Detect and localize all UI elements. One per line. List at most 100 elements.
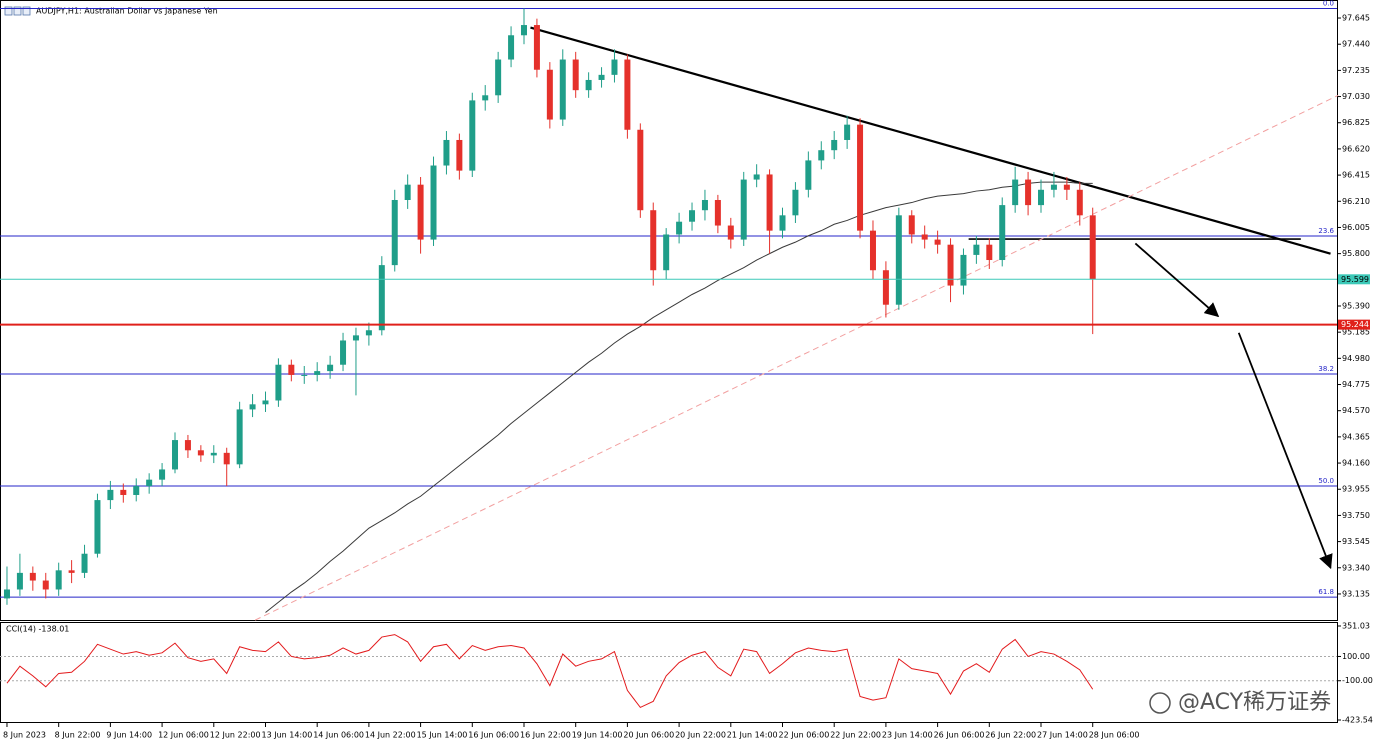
candle-body bbox=[960, 254, 967, 286]
candle-body bbox=[456, 139, 463, 171]
icon bbox=[22, 6, 31, 16]
candle-body bbox=[365, 330, 372, 336]
chart-title: AUDJPY,H1: Australian Dollar vs Japanese… bbox=[36, 7, 218, 16]
icon bbox=[4, 6, 13, 16]
arrow bbox=[1237, 332, 1333, 570]
candle-body bbox=[81, 553, 88, 573]
candle-body bbox=[624, 59, 631, 130]
candle-body bbox=[986, 244, 993, 261]
fib-label: 23.6 bbox=[1318, 227, 1334, 235]
candle-body bbox=[469, 100, 476, 171]
y-tick-label: 97.030 bbox=[1342, 92, 1370, 101]
candle-body bbox=[921, 234, 928, 240]
watermark-icon bbox=[1149, 692, 1171, 714]
x-tick-label: 12 Jun 06:00 bbox=[158, 731, 209, 740]
candle-body bbox=[895, 215, 902, 305]
candle-body bbox=[378, 265, 385, 331]
x-tick-label: 14 Jun 06:00 bbox=[313, 731, 364, 740]
y-tick-label: 96.415 bbox=[1342, 171, 1370, 180]
x-tick-label: 13 Jun 14:00 bbox=[261, 731, 312, 740]
x-tick-label: 14 Jun 22:00 bbox=[365, 731, 416, 740]
candle-body bbox=[572, 59, 579, 91]
cci-line bbox=[6, 634, 1094, 709]
candle-body bbox=[999, 205, 1006, 261]
candle-body bbox=[779, 215, 786, 231]
arrow bbox=[1134, 242, 1220, 318]
candle-body bbox=[663, 234, 670, 271]
y-tick-label: 94.160 bbox=[1342, 459, 1370, 468]
candle-body bbox=[16, 572, 23, 590]
y-tick-label: 94.980 bbox=[1342, 354, 1370, 363]
candle-body bbox=[585, 79, 592, 91]
y-tick-label: 95.800 bbox=[1342, 249, 1370, 258]
candle-body bbox=[831, 139, 838, 151]
candle-body bbox=[947, 244, 954, 286]
candle-body bbox=[68, 570, 75, 573]
y-tick-label: -423.54 bbox=[1342, 716, 1373, 725]
candle-body bbox=[55, 570, 62, 590]
candle-body bbox=[1063, 184, 1070, 190]
candle-body bbox=[766, 174, 773, 231]
candle-body bbox=[391, 199, 398, 266]
candle-body bbox=[714, 199, 721, 226]
candle-body bbox=[340, 340, 347, 365]
main-frame bbox=[0, 0, 1338, 621]
y-tick-label: 93.135 bbox=[1342, 589, 1370, 598]
candle-body bbox=[327, 364, 334, 372]
candle-body bbox=[520, 25, 527, 36]
candle-body bbox=[546, 69, 553, 120]
candle-body bbox=[908, 215, 915, 235]
header-icons bbox=[4, 6, 31, 16]
candle-body bbox=[740, 179, 747, 240]
candle-body bbox=[508, 35, 515, 60]
candle-body bbox=[805, 160, 812, 190]
candle-body bbox=[727, 225, 734, 240]
x-tick-label: 9 Jun 14:00 bbox=[106, 731, 152, 740]
candle-body bbox=[133, 486, 140, 495]
candle-body bbox=[314, 371, 321, 375]
candle-body bbox=[146, 479, 153, 487]
x-tick-label: 26 Jun 06:00 bbox=[934, 731, 985, 740]
x-tick-label: 21 Jun 14:00 bbox=[727, 731, 778, 740]
y-tick-label: 94.570 bbox=[1342, 406, 1370, 415]
candle-body bbox=[650, 210, 657, 271]
y-tick-label: 97.645 bbox=[1342, 14, 1370, 23]
x-tick-label: 8 Jun 2023 bbox=[3, 731, 46, 740]
icon bbox=[13, 6, 22, 16]
candle-body bbox=[611, 59, 618, 75]
y-tick-label: 95.390 bbox=[1342, 301, 1370, 310]
candle-body bbox=[482, 95, 489, 101]
x-tick-label: 20 Jun 22:00 bbox=[675, 731, 726, 740]
price-marker bbox=[1338, 319, 1370, 330]
candle-body bbox=[107, 489, 114, 501]
x-tick-label: 19 Jun 14:00 bbox=[572, 731, 623, 740]
x-tick-label: 15 Jun 14:00 bbox=[417, 731, 468, 740]
candle-body bbox=[559, 59, 566, 120]
candle-body bbox=[42, 580, 49, 590]
y-tick-label: 96.210 bbox=[1342, 197, 1370, 206]
candle-body bbox=[689, 210, 696, 222]
watermark: @ACY稀万证券 bbox=[1178, 690, 1331, 715]
candle-body bbox=[404, 184, 411, 200]
candle-body bbox=[301, 374, 308, 376]
candle-body bbox=[533, 25, 540, 70]
candle-body bbox=[753, 174, 760, 180]
y-tick-label: 93.750 bbox=[1342, 511, 1370, 520]
x-tick-label: 12 Jun 22:00 bbox=[210, 731, 261, 740]
x-tick-label: 16 Jun 06:00 bbox=[468, 731, 519, 740]
candle-body bbox=[495, 59, 502, 96]
y-tick-label: -100.00 bbox=[1342, 676, 1373, 685]
price-marker bbox=[1338, 274, 1370, 285]
fib-label: 61.8 bbox=[1318, 588, 1334, 596]
y-tick-label: 97.440 bbox=[1342, 40, 1370, 49]
candle-body bbox=[94, 500, 101, 554]
x-tick-label: 16 Jun 22:00 bbox=[520, 731, 571, 740]
candle-body bbox=[1089, 215, 1096, 280]
candle-body bbox=[3, 589, 10, 599]
y-tick-label: 351.03 bbox=[1342, 622, 1370, 631]
candle-body bbox=[430, 165, 437, 240]
trendline bbox=[254, 94, 1339, 621]
